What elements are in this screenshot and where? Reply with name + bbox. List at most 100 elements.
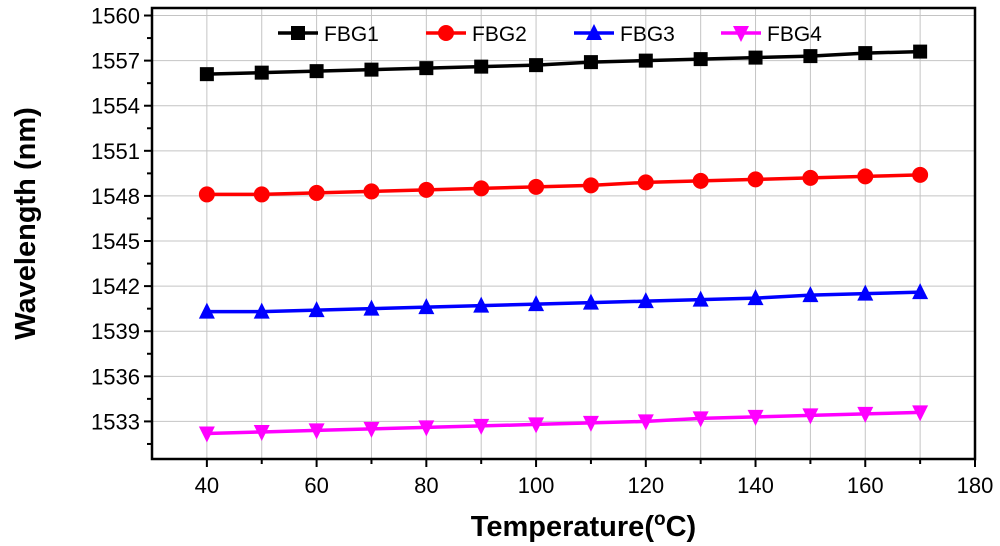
data-point-fbg3 (473, 296, 490, 313)
x-tick-label: 100 (518, 473, 555, 498)
data-point-fbg4 (198, 426, 215, 443)
data-point-fbg4 (857, 406, 874, 423)
legend-marker-fbg3 (586, 24, 602, 40)
y-tick-label: 1554 (91, 94, 140, 119)
legend-label-fbg1: FBG1 (324, 23, 379, 46)
plot-frame (150, 6, 977, 461)
data-point-fbg2 (747, 171, 764, 188)
data-point-fbg4 (528, 417, 545, 434)
data-point-fbg3 (528, 295, 545, 312)
data-point-fbg1 (529, 58, 544, 73)
y-axis-title: Wavelength (nm) (10, 107, 42, 340)
data-point-fbg2 (473, 180, 490, 197)
series-fbg1 (199, 44, 928, 82)
legend-marker-fbg2 (438, 25, 454, 41)
tick-layer: 40 60 80 100 120 140 160 180 1533 1536 1539 1542 154… (91, 4, 993, 498)
y-tick-label: 1551 (91, 139, 140, 164)
data-point-fbg3 (363, 299, 380, 316)
data-point-fbg4 (802, 408, 819, 425)
y-tick-label: 1557 (91, 49, 140, 74)
legend-item-fbg4: FBG4 (721, 23, 822, 46)
data-point-fbg4 (912, 405, 929, 422)
series-line-fbg4 (206, 410, 921, 436)
x-tick-label: 180 (957, 473, 994, 498)
legend-item-fbg1: FBG1 (278, 23, 379, 46)
legend-label-fbg3: FBG3 (620, 23, 675, 46)
data-point-fbg2 (912, 166, 929, 183)
data-point-fbg1 (364, 62, 379, 77)
data-point-fbg3 (253, 302, 270, 319)
data-point-fbg4 (363, 421, 380, 438)
data-point-fbg3 (692, 290, 709, 307)
x-tick-label: 40 (195, 473, 219, 498)
legend-marker-fbg1 (291, 26, 305, 40)
data-point-fbg4 (692, 411, 709, 428)
y-tick-label: 1548 (91, 184, 140, 209)
data-point-fbg3 (637, 292, 654, 309)
data-point-fbg1 (638, 53, 653, 68)
x-axis-title: Temperature(oC) (471, 509, 696, 543)
x-axis-title-unit: C) (666, 511, 697, 543)
data-point-fbg1 (693, 52, 708, 67)
legend-label-fbg4: FBG4 (767, 23, 822, 46)
series-layer (198, 44, 929, 443)
data-point-fbg2 (528, 178, 545, 195)
series-line-fbg3 (206, 290, 921, 314)
y-tick-label: 1536 (91, 364, 140, 389)
data-point-fbg4 (253, 424, 270, 441)
data-point-fbg1 (583, 55, 598, 70)
series-line-fbg1 (206, 49, 921, 76)
data-point-fbg1 (254, 65, 269, 80)
data-point-fbg3 (308, 301, 325, 318)
data-point-fbg2 (253, 186, 270, 203)
data-point-fbg1 (913, 44, 928, 59)
x-tick-label: 60 (304, 473, 328, 498)
data-point-fbg2 (308, 184, 325, 201)
legend-item-fbg3: FBG3 (574, 23, 675, 46)
data-point-fbg1 (748, 50, 763, 65)
legend-label-fbg2: FBG2 (472, 23, 527, 46)
y-tick-label: 1542 (91, 274, 140, 299)
x-tick-label: 120 (627, 473, 664, 498)
data-point-fbg4 (418, 420, 435, 437)
data-point-fbg1 (858, 46, 873, 61)
data-point-fbg3 (857, 284, 874, 301)
series-line-fbg2 (206, 173, 921, 197)
data-point-fbg1 (419, 61, 434, 76)
y-tick-label: 1560 (91, 4, 140, 29)
y-tick-label: 1545 (91, 229, 140, 254)
data-point-fbg3 (418, 298, 435, 315)
y-tick-label: 1539 (91, 319, 140, 344)
x-axis-title-main: Temperature( (471, 511, 655, 543)
data-point-fbg2 (198, 186, 215, 203)
data-point-fbg4 (747, 409, 764, 426)
x-tick-label: 140 (737, 473, 774, 498)
series-fbg3 (198, 283, 929, 319)
data-point-fbg2 (363, 183, 380, 200)
data-point-fbg3 (747, 289, 764, 306)
data-point-fbg4 (308, 423, 325, 440)
data-point-fbg2 (582, 177, 599, 194)
data-point-fbg3 (802, 286, 819, 303)
data-point-fbg2 (418, 181, 435, 198)
legend: FBG1 FBG2 FBG3 FBG4 (278, 23, 822, 46)
data-point-fbg1 (803, 49, 818, 64)
y-tick-label: 1533 (91, 409, 140, 434)
data-point-fbg1 (199, 67, 214, 82)
data-point-fbg4 (473, 418, 490, 435)
series-fbg4 (198, 405, 929, 443)
x-axis-title-sup: o (654, 509, 666, 530)
x-tick-label: 160 (847, 473, 884, 498)
data-point-fbg1 (474, 59, 489, 74)
data-point-fbg4 (582, 415, 599, 432)
data-point-fbg2 (637, 174, 654, 191)
grid-lines (152, 8, 975, 459)
data-point-fbg3 (582, 293, 599, 310)
legend-item-fbg2: FBG2 (426, 23, 527, 46)
legend-marker-fbg4 (733, 26, 749, 42)
x-tick-label: 80 (414, 473, 438, 498)
data-point-fbg2 (857, 168, 874, 185)
data-point-fbg1 (309, 64, 324, 79)
data-point-fbg2 (802, 169, 819, 186)
